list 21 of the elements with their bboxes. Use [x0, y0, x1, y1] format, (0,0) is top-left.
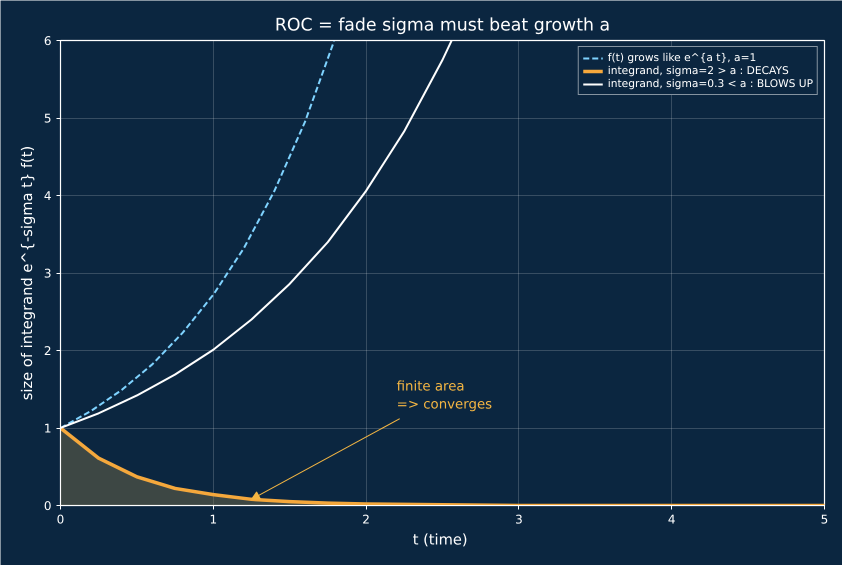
x-tick-label: 0: [56, 512, 64, 526]
x-axis-title: t (time): [412, 532, 468, 548]
x-tick-label: 1: [209, 512, 218, 526]
legend-label: f(t) grows like e^{a t}, a=1: [608, 51, 756, 64]
annotation: finite area => converges: [396, 380, 492, 412]
y-tick-label: 5: [44, 112, 52, 126]
x-tick-label: 2: [362, 512, 370, 526]
y-tick-label: 4: [44, 189, 52, 203]
y-tick-label: 6: [44, 34, 52, 48]
x-tick-label: 5: [820, 512, 828, 526]
legend-label: integrand, sigma=0.3 < a : BLOWS UP: [608, 77, 813, 90]
y-tick-label: 0: [44, 499, 52, 513]
y-tick-label: 3: [44, 266, 52, 280]
y-tick-label: 2: [44, 344, 52, 358]
line-series: [60, 40, 336, 429]
x-tick-label: 4: [668, 512, 676, 526]
y-axis-title: size of integrand e^{-sigma t} f(t): [18, 146, 36, 400]
x-tick-label: 3: [515, 512, 523, 526]
chart-title: ROC = fade sigma must beat growth a: [274, 16, 610, 36]
legend-label: integrand, sigma=2 > a : DECAYS: [608, 64, 789, 77]
y-tick-label: 1: [44, 422, 52, 436]
